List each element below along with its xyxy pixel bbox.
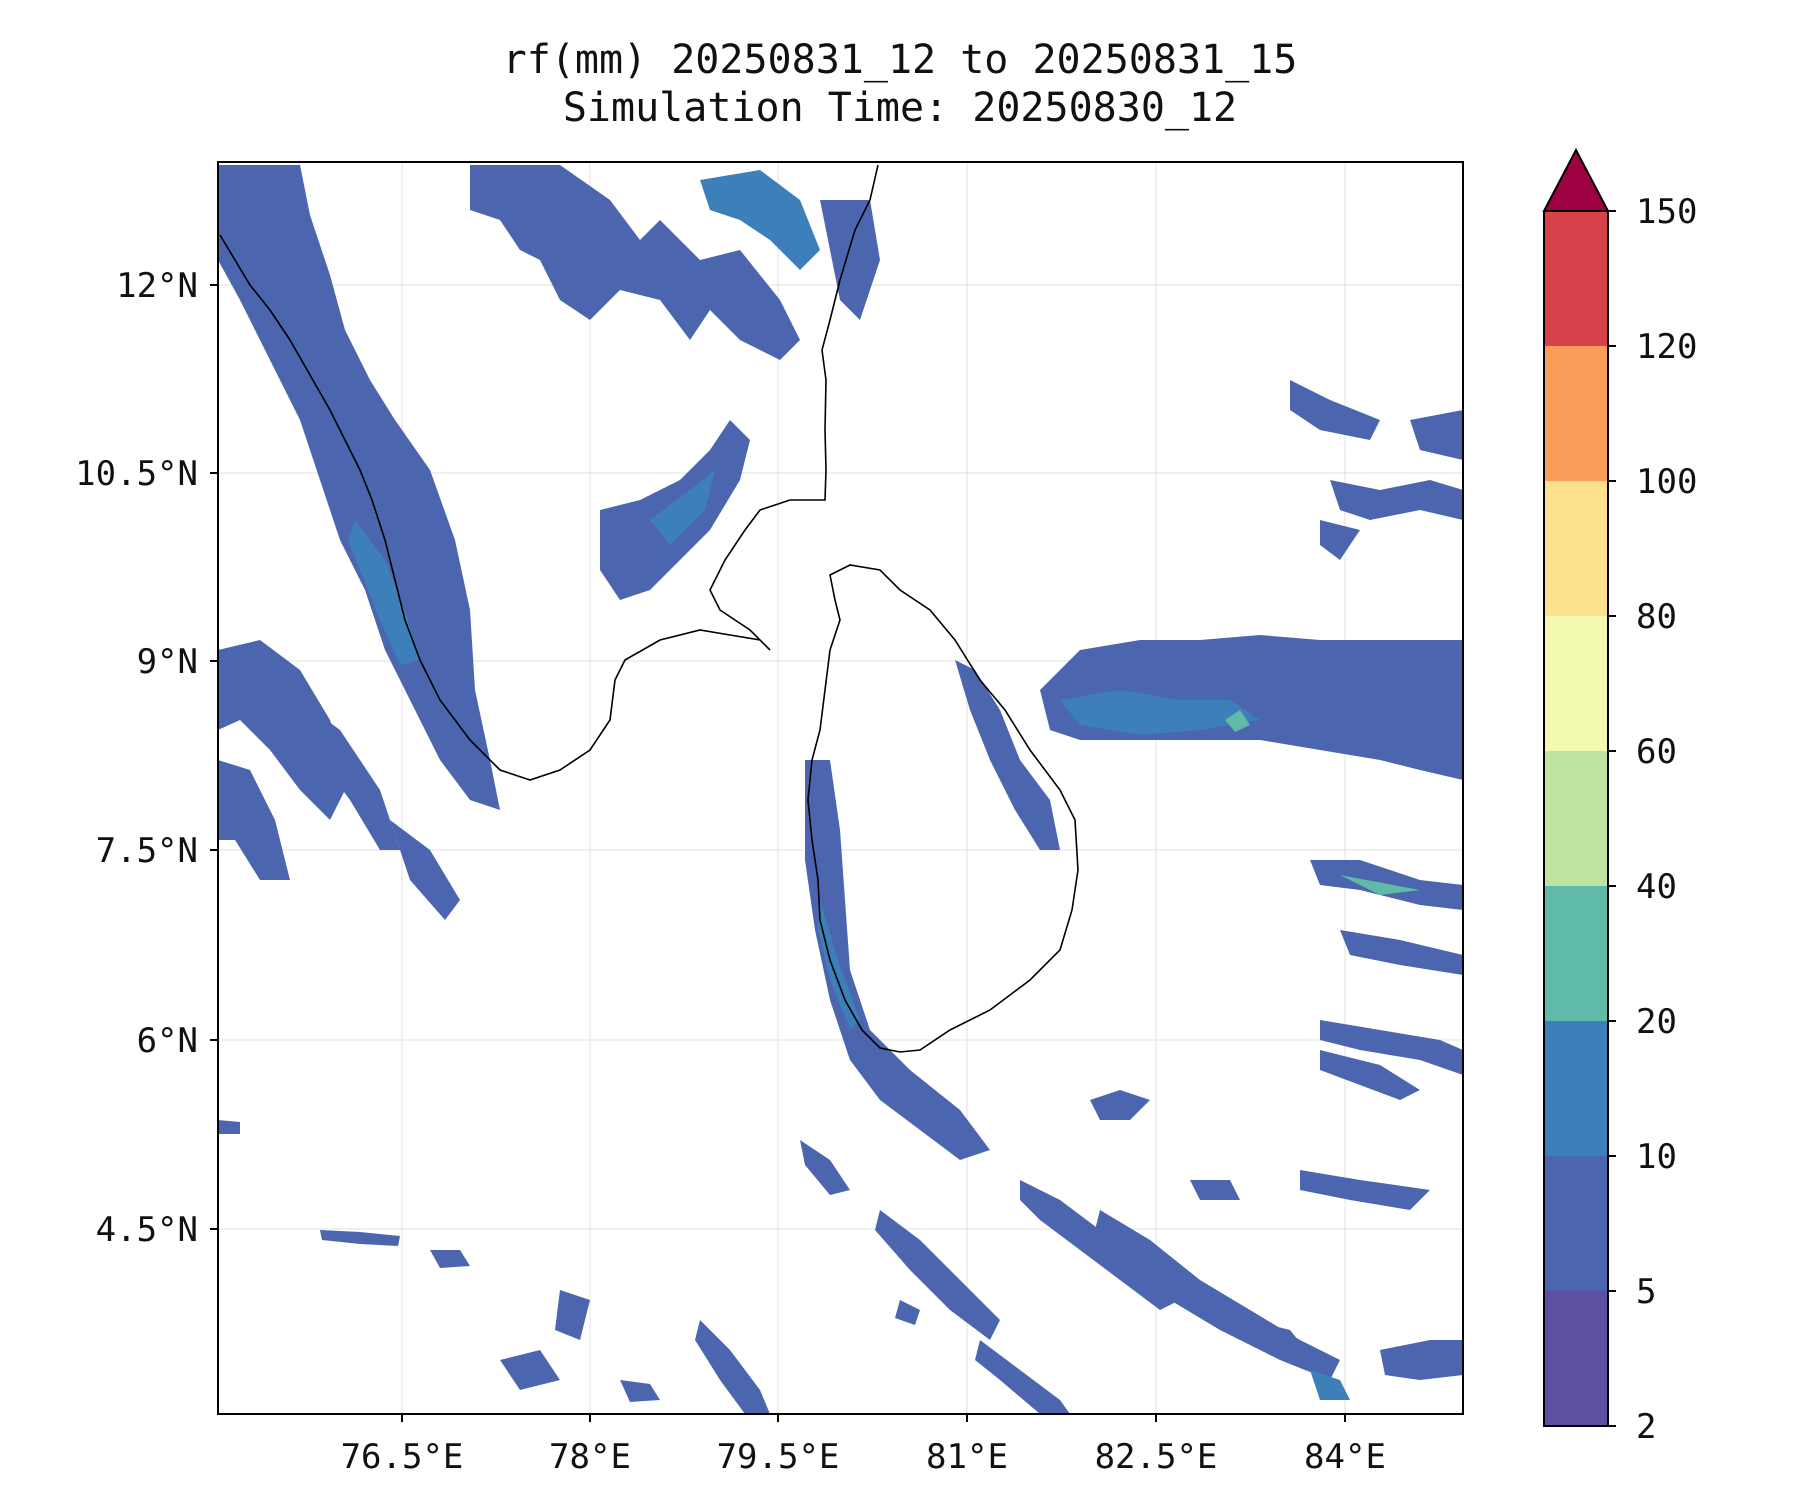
map-title: rf(mm) 20250831_12 to 20250831_15 xyxy=(502,37,1298,83)
colorbar-label: 120 xyxy=(1636,327,1697,367)
lat-tick-label: 12°N xyxy=(116,266,198,306)
colorbar-label: 150 xyxy=(1636,192,1697,232)
map-background xyxy=(218,162,1463,1414)
lon-tick-label: 82.5°E xyxy=(1095,1437,1218,1477)
colorbar-label: 100 xyxy=(1636,462,1697,502)
coastlines xyxy=(219,164,1079,1053)
colorbar-label: 40 xyxy=(1636,867,1677,907)
colorbar-label: 60 xyxy=(1636,732,1677,772)
colorbar: 2 5 10 20 40 60 80 100 120 150 xyxy=(1542,147,1697,1447)
colorbar-label: 5 xyxy=(1636,1272,1656,1312)
sri-lanka-coastline xyxy=(807,564,1079,1053)
colorbar-extend-arrow xyxy=(1542,147,1610,212)
rain-region-west-coast-core xyxy=(348,520,420,665)
colorbar-segment xyxy=(1544,211,1608,346)
rain-region-srilanka-west xyxy=(805,760,990,1160)
map-frame xyxy=(217,161,1464,1415)
lat-tick-label: 10.5°N xyxy=(75,454,198,494)
india-coastline xyxy=(219,164,879,781)
lat-tick-label: 4.5°N xyxy=(96,1210,198,1250)
rain-region-east-band xyxy=(1040,635,1463,780)
colorbar-label: 80 xyxy=(1636,597,1677,637)
lon-tick-label: 78°E xyxy=(549,1437,631,1477)
lat-tick-label: 9°N xyxy=(137,642,198,682)
colorbar-ticks xyxy=(1608,210,1616,1427)
colorbar-label: 10 xyxy=(1636,1137,1677,1177)
colorbar-label: 2 xyxy=(1636,1407,1656,1447)
colorbar-label: 20 xyxy=(1636,1002,1677,1042)
rainfall-contours xyxy=(218,165,1463,1414)
map-panel: 76.5°E 78°E 79.5°E 81°E 82.5°E 84°E 12°N… xyxy=(75,161,1464,1477)
colorbar-segment xyxy=(1544,346,1608,481)
lat-tick-label: 7.5°N xyxy=(96,831,198,871)
lon-tick-label: 76.5°E xyxy=(341,1437,464,1477)
rain-region-west-coast xyxy=(218,165,500,810)
lon-tick-label: 84°E xyxy=(1304,1437,1386,1477)
colorbar-segment xyxy=(1544,1156,1608,1291)
colorbar-segment xyxy=(1544,1291,1608,1426)
colorbar-segment xyxy=(1544,616,1608,751)
colorbar-segment xyxy=(1544,481,1608,616)
lon-tick-label: 81°E xyxy=(926,1437,1008,1477)
rain-region-north xyxy=(470,165,800,360)
lon-tick-label: 79.5°E xyxy=(717,1437,840,1477)
colorbar-segment xyxy=(1544,1021,1608,1156)
tick-marks xyxy=(210,284,1346,1422)
colorbar-segment xyxy=(1544,751,1608,886)
rain-region-west-blobs xyxy=(218,640,350,820)
map-subtitle: Simulation Time: 20250830_12 xyxy=(562,85,1238,131)
lat-tick-label: 6°N xyxy=(137,1021,198,1061)
colorbar-segment xyxy=(1544,886,1608,1021)
